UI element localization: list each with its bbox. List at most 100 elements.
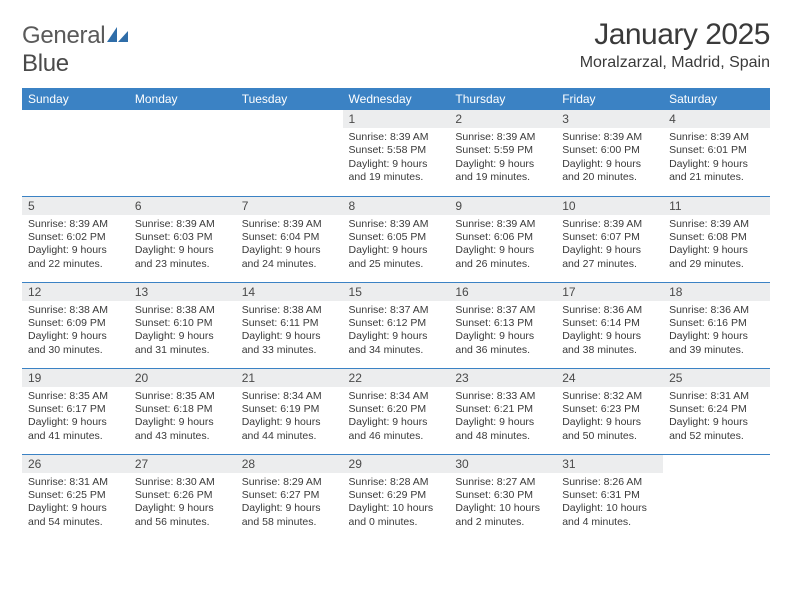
day-info-line: Sunset: 6:04 PM — [242, 231, 337, 244]
day-info: Sunrise: 8:38 AMSunset: 6:09 PMDaylight:… — [22, 301, 129, 362]
day-info-line: Sunrise: 8:34 AM — [242, 390, 337, 403]
day-info-line: Sunrise: 8:36 AM — [562, 304, 657, 317]
day-number: 17 — [556, 283, 663, 301]
day-info: Sunrise: 8:39 AMSunset: 6:04 PMDaylight:… — [236, 215, 343, 276]
day-info-line: Daylight: 9 hours — [669, 330, 764, 343]
day-info-line: and 2 minutes. — [455, 516, 550, 529]
day-info-line: Daylight: 9 hours — [669, 416, 764, 429]
day-info-line: and 0 minutes. — [349, 516, 444, 529]
day-number — [663, 455, 770, 459]
calendar-body: 1Sunrise: 8:39 AMSunset: 5:58 PMDaylight… — [22, 110, 770, 540]
day-cell: 9Sunrise: 8:39 AMSunset: 6:06 PMDaylight… — [449, 196, 556, 282]
day-info: Sunrise: 8:36 AMSunset: 6:16 PMDaylight:… — [663, 301, 770, 362]
day-cell: 7Sunrise: 8:39 AMSunset: 6:04 PMDaylight… — [236, 196, 343, 282]
day-cell: 6Sunrise: 8:39 AMSunset: 6:03 PMDaylight… — [129, 196, 236, 282]
day-info-line: Sunrise: 8:28 AM — [349, 476, 444, 489]
day-number: 11 — [663, 197, 770, 215]
day-info: Sunrise: 8:26 AMSunset: 6:31 PMDaylight:… — [556, 473, 663, 534]
day-info: Sunrise: 8:35 AMSunset: 6:18 PMDaylight:… — [129, 387, 236, 448]
day-info-line: Daylight: 9 hours — [455, 158, 550, 171]
day-info-line: Sunrise: 8:36 AM — [669, 304, 764, 317]
day-info-line: Sunset: 6:07 PM — [562, 231, 657, 244]
day-info-line: Sunset: 6:02 PM — [28, 231, 123, 244]
day-number: 12 — [22, 283, 129, 301]
day-info-line: Sunrise: 8:39 AM — [455, 131, 550, 144]
day-info: Sunrise: 8:39 AMSunset: 6:02 PMDaylight:… — [22, 215, 129, 276]
day-number: 6 — [129, 197, 236, 215]
weekday-header: Wednesday — [343, 88, 450, 110]
day-info-line: Sunset: 6:29 PM — [349, 489, 444, 502]
month-title: January 2025 — [580, 18, 770, 52]
day-number: 27 — [129, 455, 236, 473]
day-info-line: Sunrise: 8:29 AM — [242, 476, 337, 489]
day-info: Sunrise: 8:37 AMSunset: 6:13 PMDaylight:… — [449, 301, 556, 362]
day-info-line: Daylight: 9 hours — [135, 416, 230, 429]
day-info-line: Sunrise: 8:35 AM — [135, 390, 230, 403]
day-info-line: and 25 minutes. — [349, 258, 444, 271]
day-info-line: Sunrise: 8:39 AM — [562, 218, 657, 231]
weekday-header: Thursday — [449, 88, 556, 110]
day-number: 14 — [236, 283, 343, 301]
day-info-line: Daylight: 9 hours — [28, 330, 123, 343]
day-info-line: Sunrise: 8:39 AM — [669, 218, 764, 231]
day-info-line: Daylight: 9 hours — [349, 416, 444, 429]
day-cell: 22Sunrise: 8:34 AMSunset: 6:20 PMDayligh… — [343, 368, 450, 454]
day-info: Sunrise: 8:39 AMSunset: 6:00 PMDaylight:… — [556, 128, 663, 189]
day-info: Sunrise: 8:39 AMSunset: 6:07 PMDaylight:… — [556, 215, 663, 276]
day-info-line: Daylight: 9 hours — [562, 416, 657, 429]
brand-text: GeneralBlue — [22, 22, 129, 78]
day-cell — [22, 110, 129, 196]
day-info-line: Daylight: 9 hours — [242, 330, 337, 343]
day-cell: 15Sunrise: 8:37 AMSunset: 6:12 PMDayligh… — [343, 282, 450, 368]
day-number: 15 — [343, 283, 450, 301]
day-cell: 14Sunrise: 8:38 AMSunset: 6:11 PMDayligh… — [236, 282, 343, 368]
week-row: 12Sunrise: 8:38 AMSunset: 6:09 PMDayligh… — [22, 282, 770, 368]
day-info-line: Daylight: 9 hours — [349, 330, 444, 343]
day-info: Sunrise: 8:39 AMSunset: 6:03 PMDaylight:… — [129, 215, 236, 276]
day-info-line: Daylight: 9 hours — [28, 416, 123, 429]
day-info-line: Sunset: 6:03 PM — [135, 231, 230, 244]
day-cell: 16Sunrise: 8:37 AMSunset: 6:13 PMDayligh… — [449, 282, 556, 368]
day-info-line: and 41 minutes. — [28, 430, 123, 443]
day-info-line: Sunset: 6:30 PM — [455, 489, 550, 502]
day-cell: 13Sunrise: 8:38 AMSunset: 6:10 PMDayligh… — [129, 282, 236, 368]
day-info-line: Daylight: 9 hours — [242, 502, 337, 515]
day-info-line: and 20 minutes. — [562, 171, 657, 184]
day-info-line: Daylight: 10 hours — [562, 502, 657, 515]
day-info-line: Sunrise: 8:39 AM — [349, 131, 444, 144]
day-number: 3 — [556, 110, 663, 128]
day-info-line: and 22 minutes. — [28, 258, 123, 271]
day-number: 9 — [449, 197, 556, 215]
day-info-line: and 19 minutes. — [349, 171, 444, 184]
day-cell: 12Sunrise: 8:38 AMSunset: 6:09 PMDayligh… — [22, 282, 129, 368]
calendar-page: GeneralBlue January 2025 Moralzarzal, Ma… — [0, 0, 792, 558]
day-info-line: Daylight: 9 hours — [135, 244, 230, 257]
day-info-line: Sunrise: 8:31 AM — [669, 390, 764, 403]
day-info-line: Sunrise: 8:38 AM — [242, 304, 337, 317]
day-info-line: Daylight: 9 hours — [455, 416, 550, 429]
day-info-line: Sunrise: 8:33 AM — [455, 390, 550, 403]
day-info-line: Sunset: 6:10 PM — [135, 317, 230, 330]
day-info-line: and 26 minutes. — [455, 258, 550, 271]
day-info-line: Sunrise: 8:27 AM — [455, 476, 550, 489]
day-info-line: Daylight: 9 hours — [562, 158, 657, 171]
day-info-line: Daylight: 9 hours — [28, 244, 123, 257]
day-info-line: and 48 minutes. — [455, 430, 550, 443]
day-info-line: Daylight: 9 hours — [455, 330, 550, 343]
day-info: Sunrise: 8:39 AMSunset: 6:05 PMDaylight:… — [343, 215, 450, 276]
day-cell: 11Sunrise: 8:39 AMSunset: 6:08 PMDayligh… — [663, 196, 770, 282]
day-cell: 17Sunrise: 8:36 AMSunset: 6:14 PMDayligh… — [556, 282, 663, 368]
brand-part1: General — [22, 22, 105, 49]
day-info-line: and 36 minutes. — [455, 344, 550, 357]
day-info: Sunrise: 8:38 AMSunset: 6:11 PMDaylight:… — [236, 301, 343, 362]
day-number: 16 — [449, 283, 556, 301]
day-info-line: and 24 minutes. — [242, 258, 337, 271]
day-number: 10 — [556, 197, 663, 215]
day-info-line: Sunset: 6:23 PM — [562, 403, 657, 416]
day-number: 2 — [449, 110, 556, 128]
day-info-line: Sunset: 5:58 PM — [349, 144, 444, 157]
day-number: 25 — [663, 369, 770, 387]
day-number: 4 — [663, 110, 770, 128]
day-number — [236, 110, 343, 114]
title-block: January 2025 Moralzarzal, Madrid, Spain — [580, 18, 770, 72]
